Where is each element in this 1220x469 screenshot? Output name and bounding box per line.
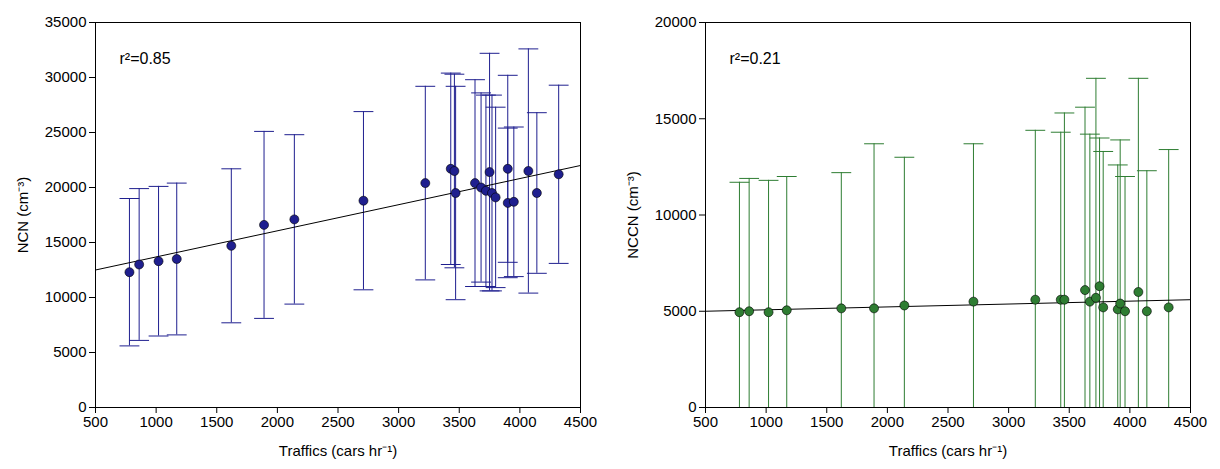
svg-text:1000: 1000 (139, 413, 172, 430)
svg-text:2500: 2500 (321, 413, 354, 430)
svg-text:0: 0 (78, 398, 87, 416)
svg-text:r²=0.85: r²=0.85 (120, 50, 171, 67)
svg-text:NCCN (cm⁻³): NCCN (cm⁻³) (624, 171, 641, 258)
svg-text:20000: 20000 (45, 178, 87, 195)
svg-text:3000: 3000 (382, 413, 415, 430)
svg-text:Traffics (cars hr⁻¹): Traffics (cars hr⁻¹) (279, 442, 397, 459)
svg-text:5000: 5000 (53, 343, 86, 360)
svg-text:3000: 3000 (992, 413, 1025, 430)
svg-text:15000: 15000 (655, 110, 697, 127)
svg-text:1000: 1000 (749, 413, 782, 430)
svg-text:4500: 4500 (1174, 413, 1207, 430)
svg-text:3500: 3500 (1053, 413, 1086, 430)
svg-text:20000: 20000 (655, 13, 697, 30)
svg-text:1500: 1500 (810, 413, 843, 430)
svg-text:2000: 2000 (871, 413, 904, 430)
svg-text:500: 500 (83, 413, 108, 430)
svg-text:500: 500 (693, 413, 718, 430)
svg-text:4000: 4000 (1113, 413, 1146, 430)
svg-text:0: 0 (688, 398, 697, 416)
svg-text:2000: 2000 (261, 413, 294, 430)
svg-text:2500: 2500 (931, 413, 964, 430)
svg-text:1500: 1500 (200, 413, 233, 430)
svg-text:NCN (cm⁻³): NCN (cm⁻³) (14, 177, 31, 254)
svg-text:30000: 30000 (45, 68, 87, 85)
svg-text:3500: 3500 (443, 413, 476, 430)
svg-text:5000: 5000 (663, 302, 696, 319)
svg-text:10000: 10000 (45, 288, 87, 305)
svg-text:4000: 4000 (503, 413, 536, 430)
svg-text:15000: 15000 (45, 233, 87, 250)
svg-text:25000: 25000 (45, 123, 87, 140)
svg-text:Traffics (cars hr⁻¹): Traffics (cars hr⁻¹) (889, 442, 1007, 459)
svg-text:4500: 4500 (564, 413, 597, 430)
svg-text:10000: 10000 (655, 206, 697, 223)
svg-text:r²=0.21: r²=0.21 (730, 50, 781, 67)
svg-text:35000: 35000 (45, 13, 87, 30)
